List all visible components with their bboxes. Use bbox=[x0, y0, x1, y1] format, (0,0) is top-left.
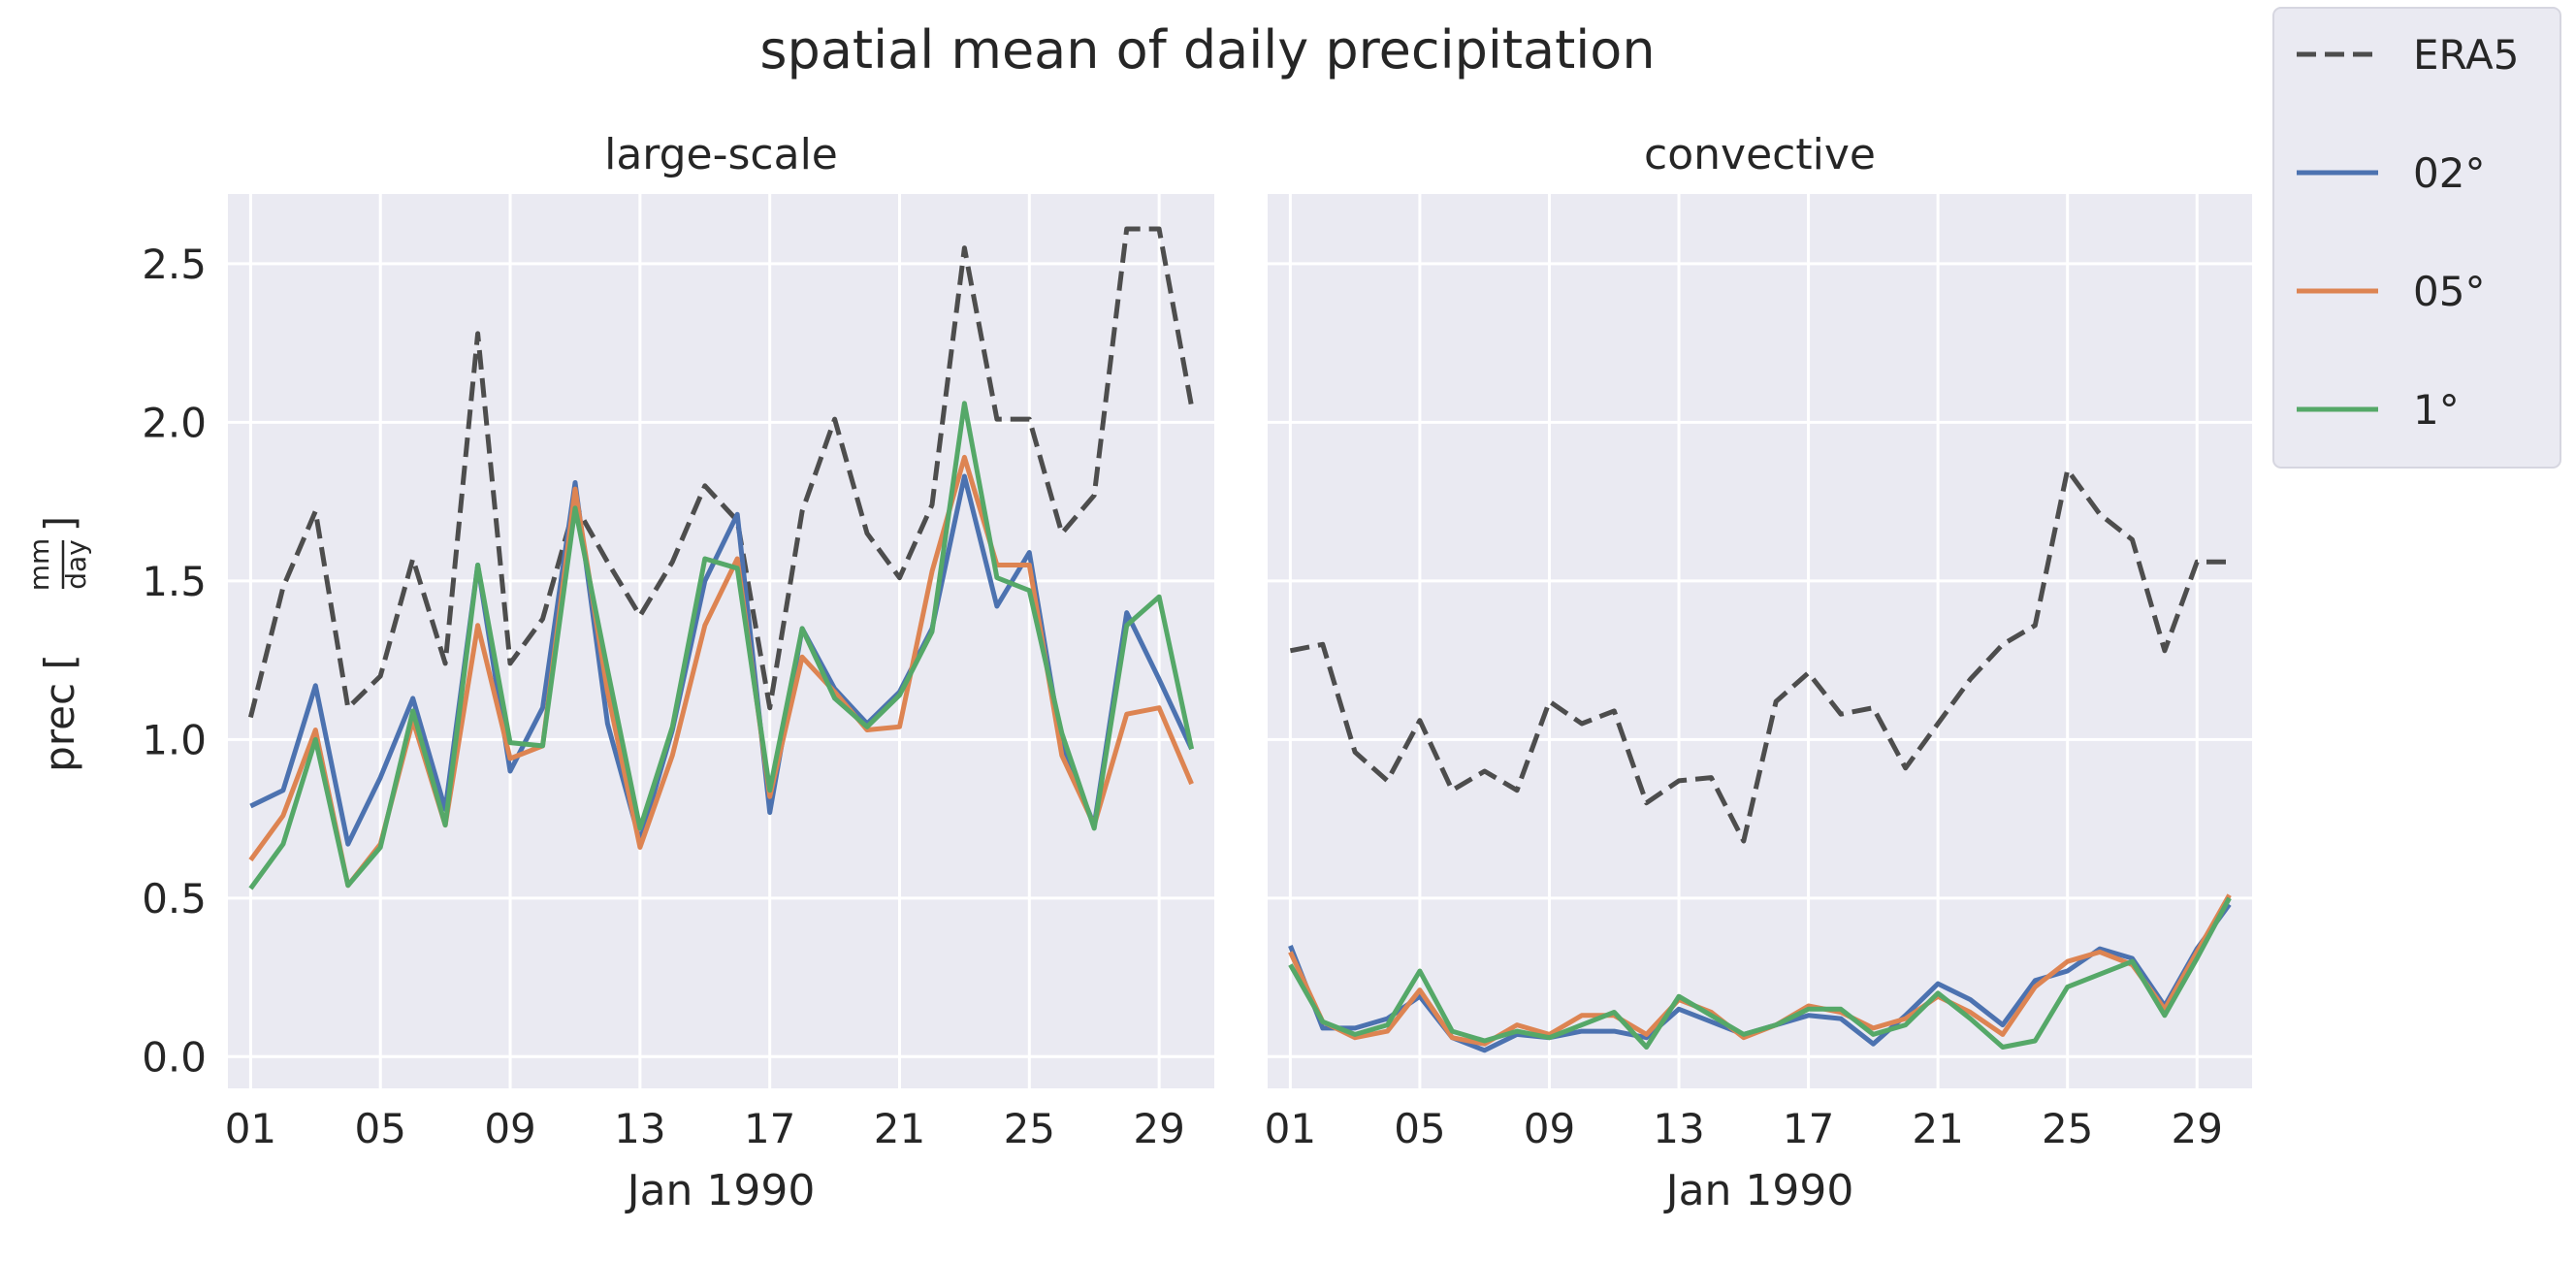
x-tick-label: 25 bbox=[2042, 1105, 2093, 1152]
y-tick-label: 0.5 bbox=[142, 875, 207, 922]
legend: ERA5 02° 05° 1° bbox=[2272, 7, 2561, 469]
x-tick-label: 25 bbox=[1004, 1105, 1055, 1152]
panel-title: large-scale bbox=[604, 130, 838, 179]
x-tick-label: 29 bbox=[1133, 1105, 1184, 1152]
legend-box bbox=[2272, 7, 2561, 469]
x-tick-label: 29 bbox=[2172, 1105, 2223, 1152]
y-tick-label: 1.0 bbox=[142, 716, 207, 763]
figure-title: spatial mean of daily precipitation bbox=[759, 19, 1655, 81]
plot-area bbox=[228, 194, 1214, 1088]
plot-area bbox=[1268, 194, 2252, 1088]
x-tick-label: 17 bbox=[744, 1105, 795, 1152]
x-tick-label: 09 bbox=[484, 1105, 535, 1152]
x-tick-label: 05 bbox=[1394, 1105, 1445, 1152]
y-axis-label: prec [ mm day ] bbox=[23, 516, 92, 772]
x-tick-label: 13 bbox=[1653, 1105, 1704, 1152]
y-axis-label-denominator: day bbox=[60, 539, 92, 590]
y-tick-label: 0.0 bbox=[142, 1033, 207, 1081]
legend-label: 02° bbox=[2413, 149, 2485, 197]
panel-convective: 01 05 09 13 17 21 25 29 convective Jan 1990 bbox=[1265, 130, 2252, 1215]
series-line-ERA5 bbox=[1289, 467, 2230, 844]
y-tick-label: 1.5 bbox=[142, 558, 207, 605]
x-tick-label: 05 bbox=[355, 1105, 406, 1152]
series-line-ERA5 bbox=[247, 226, 1195, 719]
panel-large-scale: 01 05 09 13 17 21 25 29 0.0 0.5 1.0 1.5 2.0 2.5 large-… bbox=[142, 130, 1214, 1215]
y-tick-label: 2.5 bbox=[142, 241, 207, 288]
y-axis-label-close-bracket: ] bbox=[36, 516, 83, 532]
x-tick-label: 17 bbox=[1783, 1105, 1834, 1152]
x-tick-label: 09 bbox=[1524, 1105, 1575, 1152]
legend-label: 1° bbox=[2413, 386, 2460, 434]
legend-label: ERA5 bbox=[2413, 31, 2519, 79]
series-line-1 bbox=[248, 401, 1195, 890]
y-tick-label: 2.0 bbox=[142, 399, 207, 446]
y-axis-label-numerator: mm bbox=[23, 538, 55, 592]
x-axis-label: Jan 1990 bbox=[1663, 1166, 1854, 1215]
y-axis-label-text: prec [ bbox=[36, 654, 83, 772]
x-axis-label: Jan 1990 bbox=[625, 1166, 816, 1215]
legend-label: 05° bbox=[2413, 268, 2485, 315]
x-tick-label: 21 bbox=[874, 1105, 925, 1152]
panel-title: convective bbox=[1644, 130, 1876, 179]
x-tick-label: 21 bbox=[1912, 1105, 1963, 1152]
series-line-1 bbox=[1288, 896, 2232, 1050]
x-tick-label: 01 bbox=[225, 1105, 276, 1152]
x-tick-label: 01 bbox=[1265, 1105, 1316, 1152]
x-tick-label: 13 bbox=[614, 1105, 665, 1152]
